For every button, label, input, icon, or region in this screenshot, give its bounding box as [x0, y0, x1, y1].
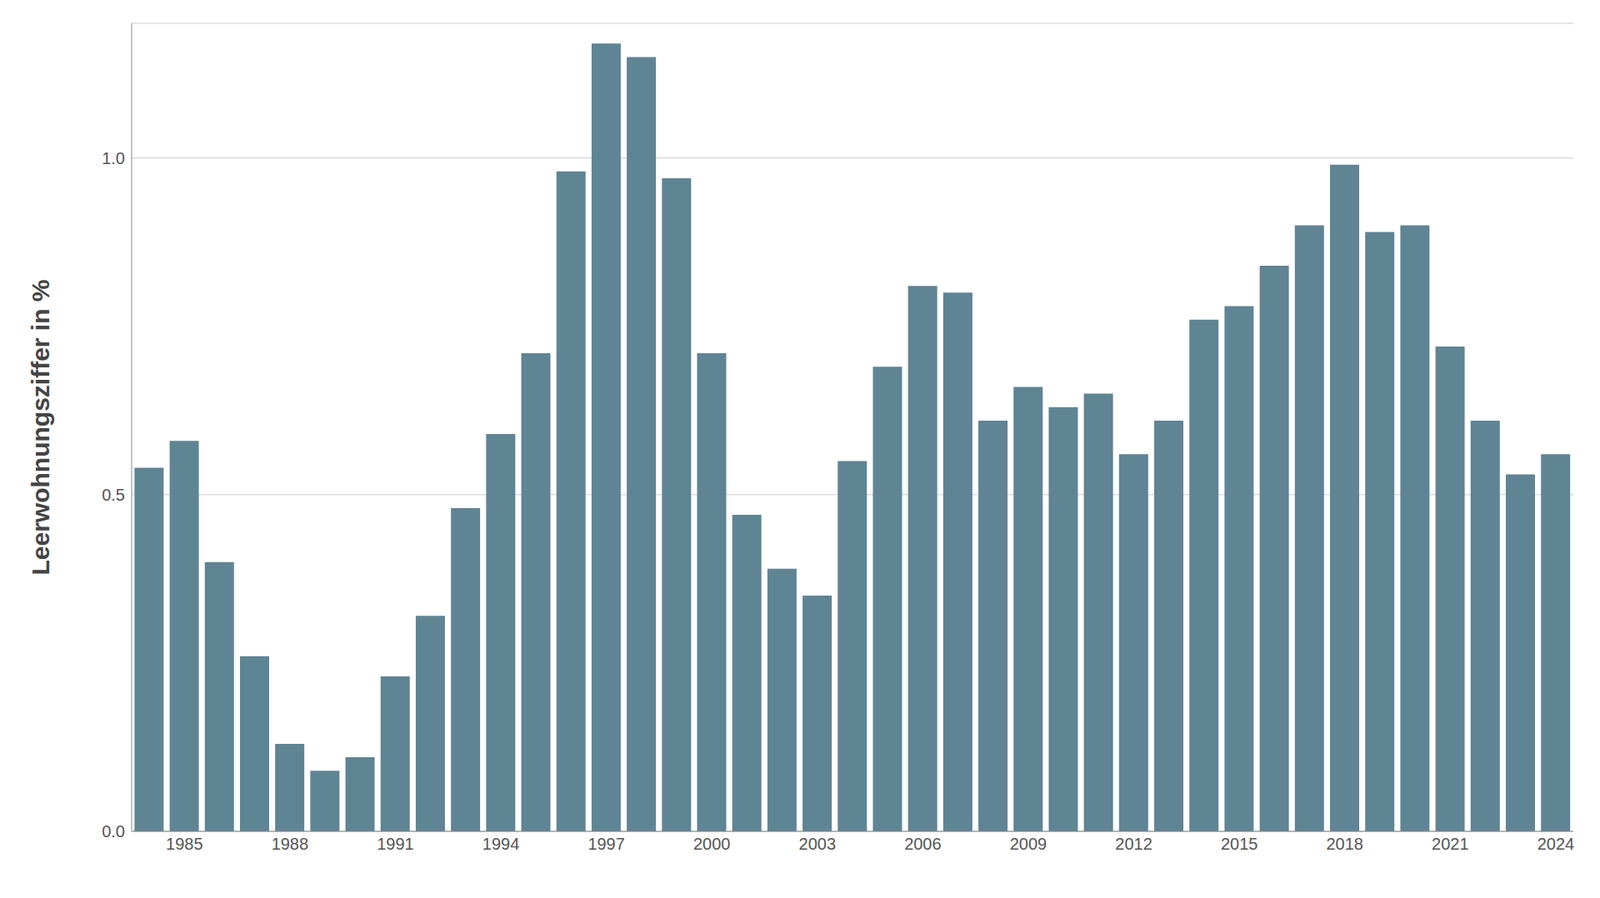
- svg-text:1997: 1997: [587, 835, 625, 854]
- svg-text:2000: 2000: [693, 835, 731, 854]
- svg-text:2018: 2018: [1325, 835, 1364, 854]
- svg-text:1994: 1994: [482, 835, 520, 854]
- svg-text:2021: 2021: [1431, 835, 1470, 854]
- svg-text:2009: 2009: [1010, 835, 1048, 854]
- svg-text:1991: 1991: [376, 835, 415, 854]
- svg-text:0.5: 0.5: [101, 485, 125, 505]
- svg-text:1985: 1985: [165, 835, 204, 854]
- svg-text:2024: 2024: [1537, 835, 1575, 854]
- svg-text:Leerwohnungsziffer in %: Leerwohnungsziffer in %: [26, 279, 55, 575]
- svg-text:1.0: 1.0: [101, 149, 125, 168]
- svg-text:2015: 2015: [1220, 835, 1259, 854]
- svg-text:2006: 2006: [904, 835, 942, 854]
- svg-text:2012: 2012: [1115, 835, 1153, 854]
- svg-text:2003: 2003: [799, 835, 837, 854]
- svg-text:0.0: 0.0: [101, 822, 125, 841]
- svg-text:1988: 1988: [271, 835, 310, 854]
